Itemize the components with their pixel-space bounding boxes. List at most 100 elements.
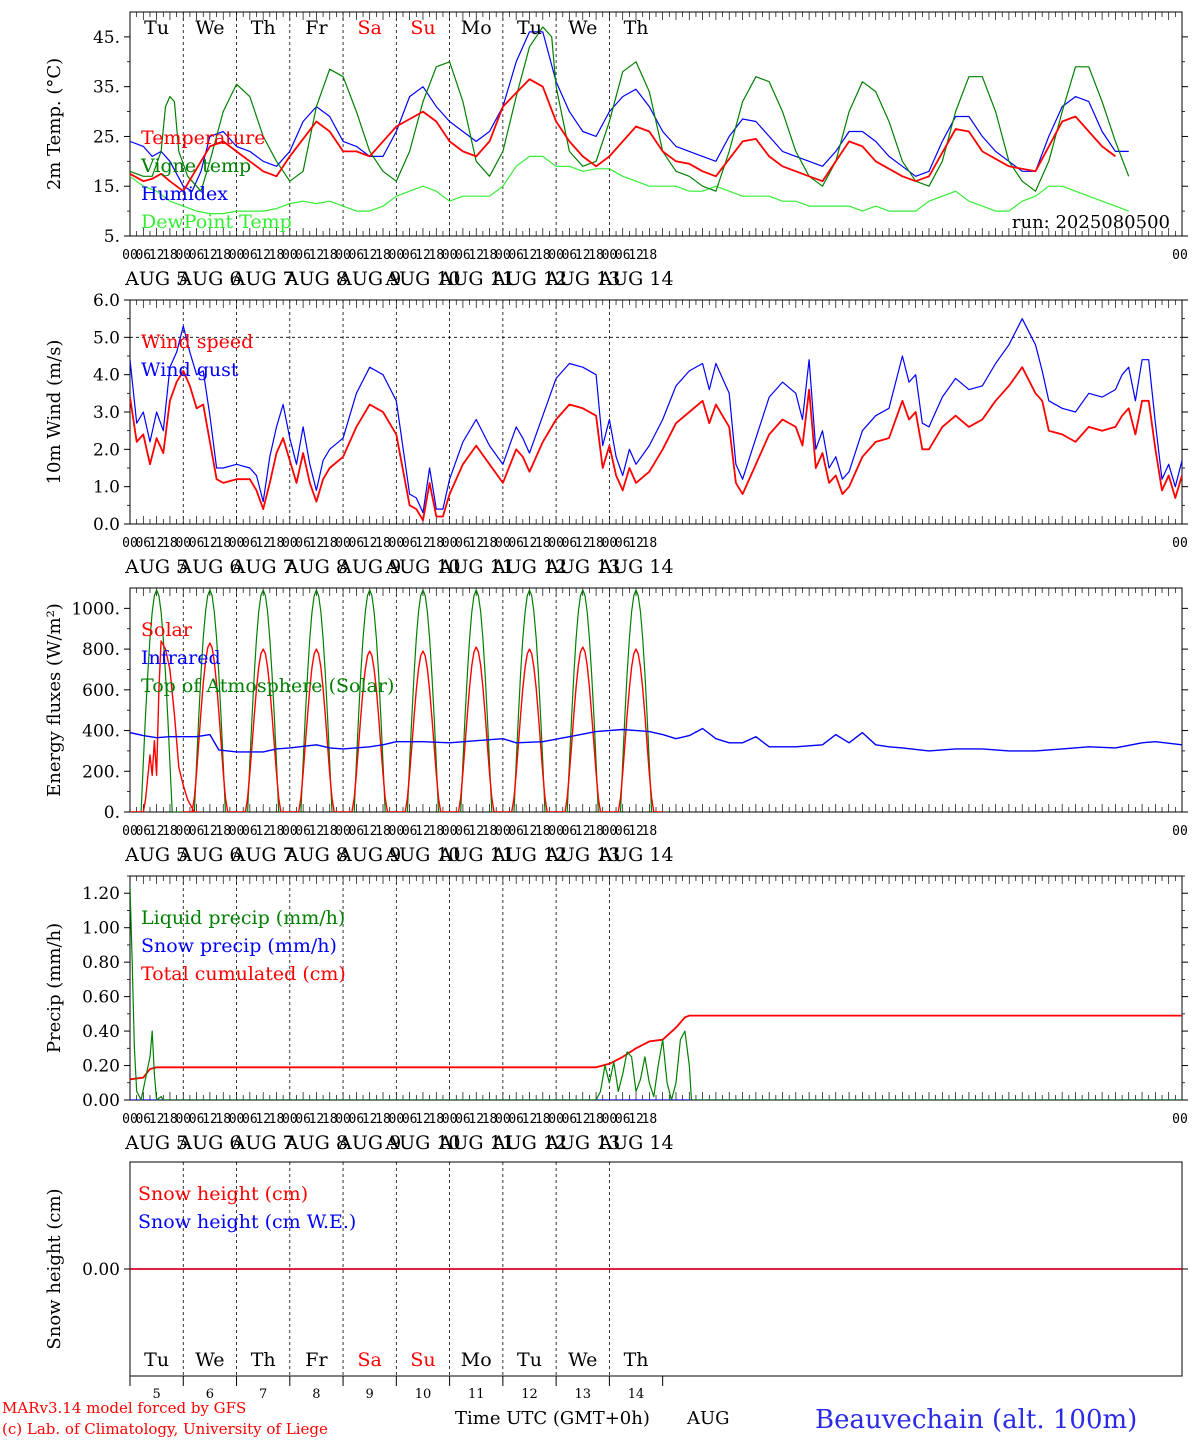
hour-label: 12 — [628, 248, 644, 263]
weekday-label: Tu — [144, 1349, 169, 1371]
hour-label: 12 — [202, 1112, 218, 1127]
date-label: AUG 11 — [438, 1132, 514, 1154]
series-green — [130, 886, 1182, 1100]
date-label: AUG 13 — [544, 844, 620, 866]
legend-entry: Liquid precip (mm/h) — [141, 907, 345, 929]
day-number-label: 6 — [206, 1387, 214, 1402]
hour-label: 12 — [522, 824, 538, 839]
weekday-label: Mo — [461, 1349, 492, 1371]
hour-label: 00 — [122, 824, 138, 839]
x-axis-month: AUG — [686, 1408, 730, 1429]
date-label: AUG 12 — [491, 1132, 567, 1154]
hour-label: 12 — [522, 536, 538, 551]
hour-label: 18 — [482, 536, 498, 551]
hour-label: 06 — [349, 1112, 365, 1127]
hour-label: 00 — [175, 536, 191, 551]
y-tick-label: 0.40 — [82, 1022, 120, 1042]
hour-label: 18 — [535, 536, 551, 551]
hour-label: 00 — [389, 536, 405, 551]
hour-label: 06 — [295, 824, 311, 839]
hour-label: 00 — [1172, 536, 1188, 551]
legend-entry: Wind speed — [141, 331, 253, 353]
hour-label: 00 — [602, 536, 618, 551]
y-tick-label: 25. — [93, 127, 120, 147]
hour-label: 18 — [642, 248, 658, 263]
date-label: AUG 10 — [384, 268, 460, 290]
hour-label: 00 — [1172, 824, 1188, 839]
hour-label: 06 — [295, 248, 311, 263]
y-tick-label: 0.0 — [93, 515, 120, 535]
hour-label: 12 — [362, 1112, 378, 1127]
date-label: AUG 5 — [124, 556, 188, 578]
y-tick-label: 0.00 — [82, 1091, 120, 1111]
hour-label: 00 — [602, 1112, 618, 1127]
hour-label: 00 — [335, 824, 351, 839]
hour-label: 12 — [522, 1112, 538, 1127]
series-red — [130, 78, 1116, 193]
hour-label: 00 — [282, 536, 298, 551]
hour-label: 18 — [482, 824, 498, 839]
hour-label: 00 — [175, 1112, 191, 1127]
date-label: AUG 6 — [177, 1132, 241, 1154]
hour-label: 18 — [588, 824, 604, 839]
weekday-label: Su — [410, 17, 435, 39]
y-tick-label: 800. — [82, 640, 120, 660]
hour-label: 12 — [309, 1112, 325, 1127]
hour-label: 00 — [442, 248, 458, 263]
hour-label: 00 — [389, 824, 405, 839]
hour-label: 18 — [215, 1112, 231, 1127]
hour-label: 06 — [455, 248, 471, 263]
weekday-label: Sa — [358, 1349, 382, 1371]
hour-label: 12 — [575, 248, 591, 263]
hour-label: 00 — [122, 536, 138, 551]
date-label: AUG 7 — [231, 844, 295, 866]
series-group — [130, 26, 1130, 215]
y-tick-label: 5. — [104, 227, 120, 247]
hour-label: 18 — [269, 1112, 285, 1127]
hour-label: 12 — [575, 1112, 591, 1127]
hour-label: 12 — [628, 1112, 644, 1127]
hour-label: 12 — [255, 536, 271, 551]
hour-label: 18 — [269, 536, 285, 551]
date-label: AUG 12 — [491, 268, 567, 290]
hour-label: 18 — [642, 1112, 658, 1127]
hour-label: 00 — [282, 824, 298, 839]
hour-label: 12 — [149, 536, 165, 551]
y-tick-label: 0.20 — [82, 1057, 120, 1077]
hour-label: 12 — [415, 536, 431, 551]
hour-label: 18 — [428, 824, 444, 839]
panel-4: 0.00 0.20 0.40 0.60 0.80 1.00 1.20 Precip (mm/h… — [44, 875, 1188, 1154]
date-label: AUG 8 — [284, 844, 348, 866]
hour-label: 00 — [175, 248, 191, 263]
day-number-label: 7 — [259, 1387, 267, 1402]
date-label: AUG 9 — [337, 844, 401, 866]
y-tick-label: 2.0 — [93, 440, 120, 460]
hour-label: 06 — [349, 248, 365, 263]
date-label: AUG 11 — [438, 556, 514, 578]
hour-label: 18 — [375, 1112, 391, 1127]
hour-label: 12 — [575, 824, 591, 839]
hour-label: 00 — [442, 536, 458, 551]
series-solar — [130, 640, 663, 812]
hour-label: 12 — [522, 248, 538, 263]
weekday-label: Mo — [461, 17, 492, 39]
date-label: AUG 11 — [438, 844, 514, 866]
hour-label: 00 — [229, 1112, 245, 1127]
date-label: AUG 9 — [337, 556, 401, 578]
y-tick-label: 5.0 — [93, 328, 120, 348]
weekday-label: Tu — [517, 1349, 542, 1371]
hour-label: 12 — [149, 824, 165, 839]
hour-label: 18 — [642, 536, 658, 551]
hour-label: 06 — [455, 824, 471, 839]
y-axis-label: 2m Temp. (°C) — [44, 58, 65, 190]
panel-3: 0. 200. 400. 600. 800. 1000. Energy fluxes (W/… — [44, 587, 1188, 866]
hour-label: 00 — [442, 1112, 458, 1127]
hour-label: 18 — [428, 536, 444, 551]
day-number-label: 12 — [521, 1387, 538, 1402]
date-label: AUG 8 — [284, 268, 348, 290]
hour-label: 06 — [562, 536, 578, 551]
hour-label: 12 — [255, 1112, 271, 1127]
hour-label: 18 — [535, 1112, 551, 1127]
hour-label: 18 — [269, 248, 285, 263]
hour-label: 18 — [428, 1112, 444, 1127]
